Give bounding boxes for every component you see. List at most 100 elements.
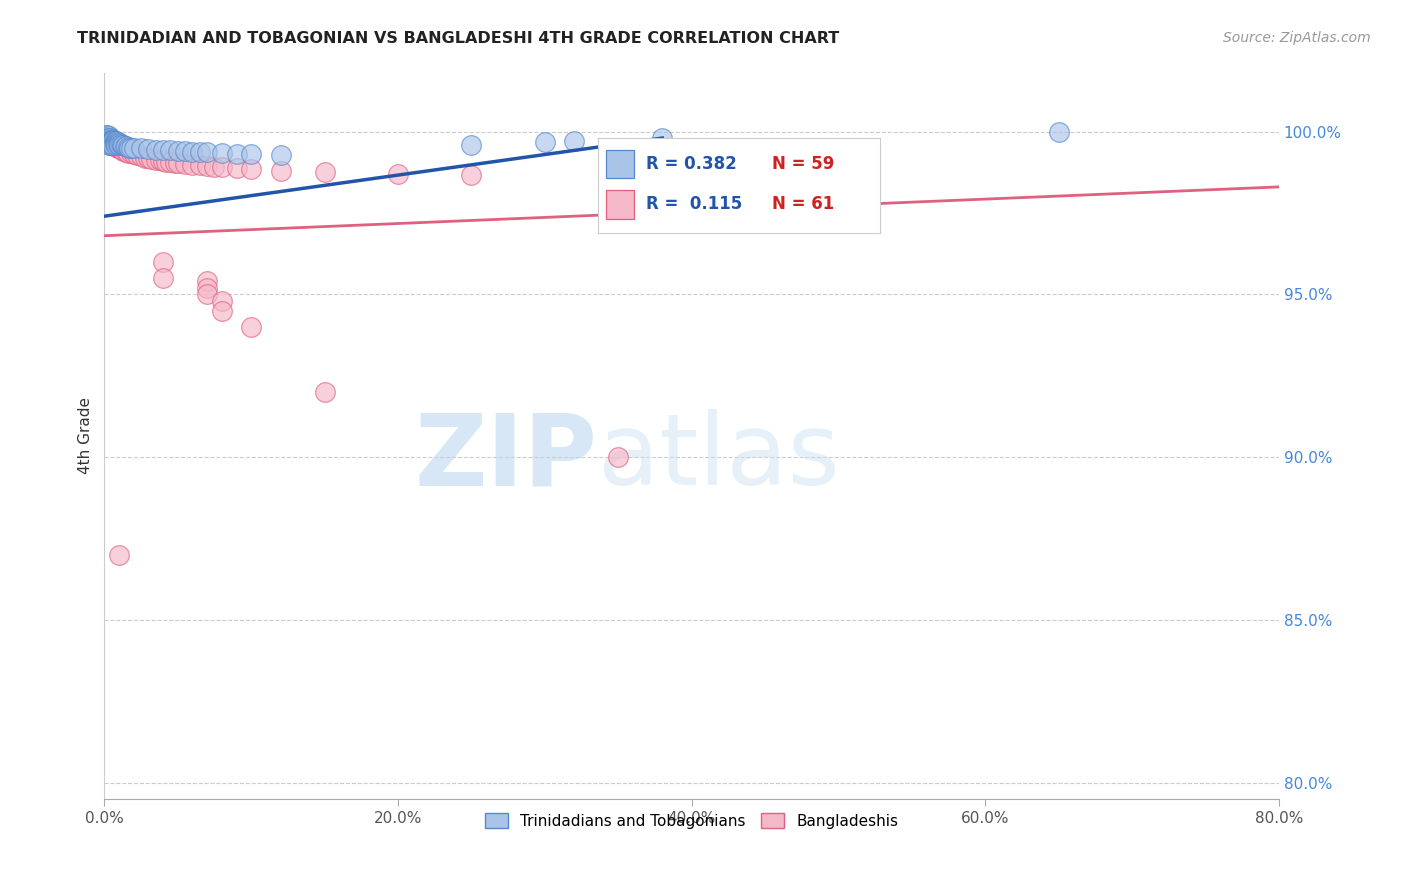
Point	[105, 140, 128, 154]
Text: Source: ZipAtlas.com: Source: ZipAtlas.com	[1223, 31, 1371, 45]
Point	[607, 168, 630, 182]
Point	[96, 134, 118, 148]
Point	[104, 135, 127, 149]
Point	[152, 153, 174, 168]
Point	[107, 141, 129, 155]
Point	[460, 168, 482, 182]
Point	[118, 141, 141, 155]
Text: atlas: atlas	[598, 409, 839, 506]
Point	[129, 141, 152, 155]
Point	[97, 134, 120, 148]
Point	[195, 159, 218, 173]
Point	[94, 134, 117, 148]
Point	[98, 134, 121, 148]
Point	[105, 138, 128, 153]
Point	[100, 134, 122, 148]
Point	[110, 143, 132, 157]
Point	[105, 136, 128, 150]
Point	[104, 134, 127, 148]
Point	[103, 133, 125, 147]
Point	[100, 135, 122, 149]
Point	[211, 146, 233, 161]
Point	[155, 154, 177, 169]
Point	[96, 132, 118, 146]
Point	[149, 153, 172, 168]
Point	[314, 384, 336, 399]
Point	[122, 147, 145, 161]
Point	[240, 161, 263, 176]
Point	[195, 287, 218, 301]
Point	[97, 133, 120, 147]
Point	[195, 145, 218, 160]
Point	[103, 137, 125, 152]
Point	[117, 145, 139, 160]
Point	[114, 139, 136, 153]
Point	[103, 134, 125, 148]
Point	[98, 131, 121, 145]
Point	[181, 145, 204, 159]
Point	[98, 133, 121, 147]
Point	[110, 136, 132, 151]
Point	[120, 146, 142, 161]
Point	[98, 136, 121, 151]
Point	[96, 128, 118, 142]
Point	[100, 132, 122, 146]
Point	[195, 274, 218, 288]
Point	[145, 153, 167, 167]
Point	[145, 143, 167, 157]
Point	[562, 134, 585, 148]
Point	[314, 165, 336, 179]
Point	[108, 548, 131, 562]
Point	[225, 161, 247, 175]
Point	[103, 136, 125, 150]
Point	[188, 158, 211, 172]
Point	[97, 137, 120, 152]
Point	[105, 137, 128, 152]
Point	[111, 144, 134, 158]
Point	[112, 138, 135, 153]
Point	[163, 156, 186, 170]
Point	[152, 143, 174, 157]
Point	[94, 131, 117, 145]
Point	[97, 131, 120, 145]
Point	[138, 151, 160, 165]
Point	[225, 146, 247, 161]
Point	[607, 450, 630, 464]
Point	[120, 141, 142, 155]
Point	[211, 303, 233, 318]
Point	[112, 144, 135, 158]
Point	[98, 137, 121, 152]
Point	[134, 151, 156, 165]
Point	[129, 149, 152, 163]
Point	[98, 134, 121, 148]
Point	[181, 158, 204, 172]
Y-axis label: 4th Grade: 4th Grade	[79, 398, 93, 475]
Point	[108, 141, 131, 155]
Point	[97, 129, 120, 144]
Point	[115, 139, 138, 153]
Point	[104, 136, 127, 151]
Point	[100, 137, 122, 152]
Point	[159, 144, 181, 158]
Point	[122, 141, 145, 155]
Point	[100, 133, 122, 147]
Point	[651, 131, 673, 145]
Text: ZIP: ZIP	[415, 409, 598, 506]
Point	[104, 139, 127, 153]
Legend: Trinidadians and Tobagonians, Bangladeshis: Trinidadians and Tobagonians, Bangladesh…	[479, 806, 904, 835]
Point	[174, 144, 197, 158]
Point	[125, 148, 148, 162]
Point	[107, 136, 129, 151]
Point	[166, 144, 188, 158]
Point	[103, 138, 125, 153]
Point	[240, 319, 263, 334]
Point	[111, 137, 134, 152]
Point	[270, 163, 292, 178]
Text: TRINIDADIAN AND TOBAGONIAN VS BANGLADESHI 4TH GRADE CORRELATION CHART: TRINIDADIAN AND TOBAGONIAN VS BANGLADESH…	[77, 31, 839, 46]
Point	[211, 293, 233, 308]
Point	[94, 128, 117, 142]
Point	[115, 145, 138, 159]
Point	[188, 145, 211, 160]
Point	[195, 281, 218, 295]
Point	[460, 137, 482, 152]
